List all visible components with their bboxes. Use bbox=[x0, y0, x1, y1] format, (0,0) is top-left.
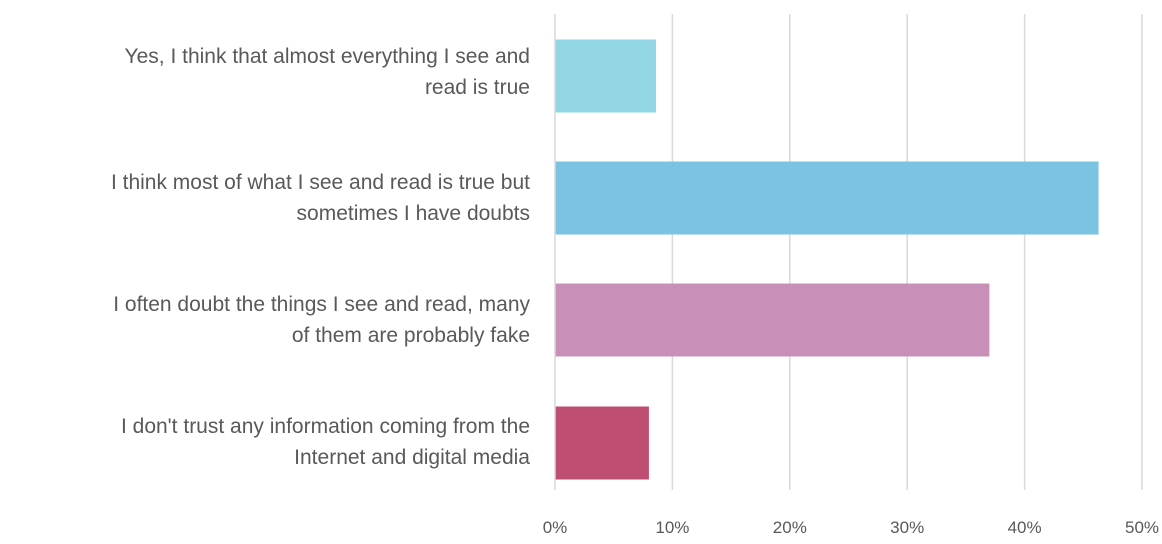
bar bbox=[555, 283, 990, 357]
bar bbox=[555, 406, 649, 480]
bar bbox=[555, 39, 656, 113]
category-label-line: I often doubt the things I see and read,… bbox=[113, 293, 530, 316]
x-tick-label: 10% bbox=[655, 518, 689, 537]
category-label: I think most of what I see and read is t… bbox=[0, 167, 530, 229]
category-label-line: sometimes I have doubts bbox=[296, 202, 530, 225]
x-tick-label: 30% bbox=[890, 518, 924, 537]
x-tick-label: 40% bbox=[1008, 518, 1042, 537]
category-label-line: of them are probably fake bbox=[291, 324, 530, 347]
category-label-line: read is true bbox=[424, 76, 530, 99]
category-label-line: Internet and digital media bbox=[294, 446, 530, 469]
bar bbox=[555, 161, 1099, 235]
category-label: I often doubt the things I see and read,… bbox=[0, 289, 530, 351]
category-label-line: Yes, I think that almost everything I se… bbox=[124, 45, 530, 68]
category-label-line: I think most of what I see and read is t… bbox=[110, 171, 530, 194]
x-tick-label: 20% bbox=[773, 518, 807, 537]
x-tick-label: 50% bbox=[1125, 518, 1159, 537]
x-tick-label: 0% bbox=[543, 518, 568, 537]
category-label: Yes, I think that almost everything I se… bbox=[0, 41, 530, 103]
category-label-line: I don't trust any information coming fro… bbox=[120, 415, 530, 438]
category-label: I don't trust any information coming fro… bbox=[0, 411, 530, 473]
